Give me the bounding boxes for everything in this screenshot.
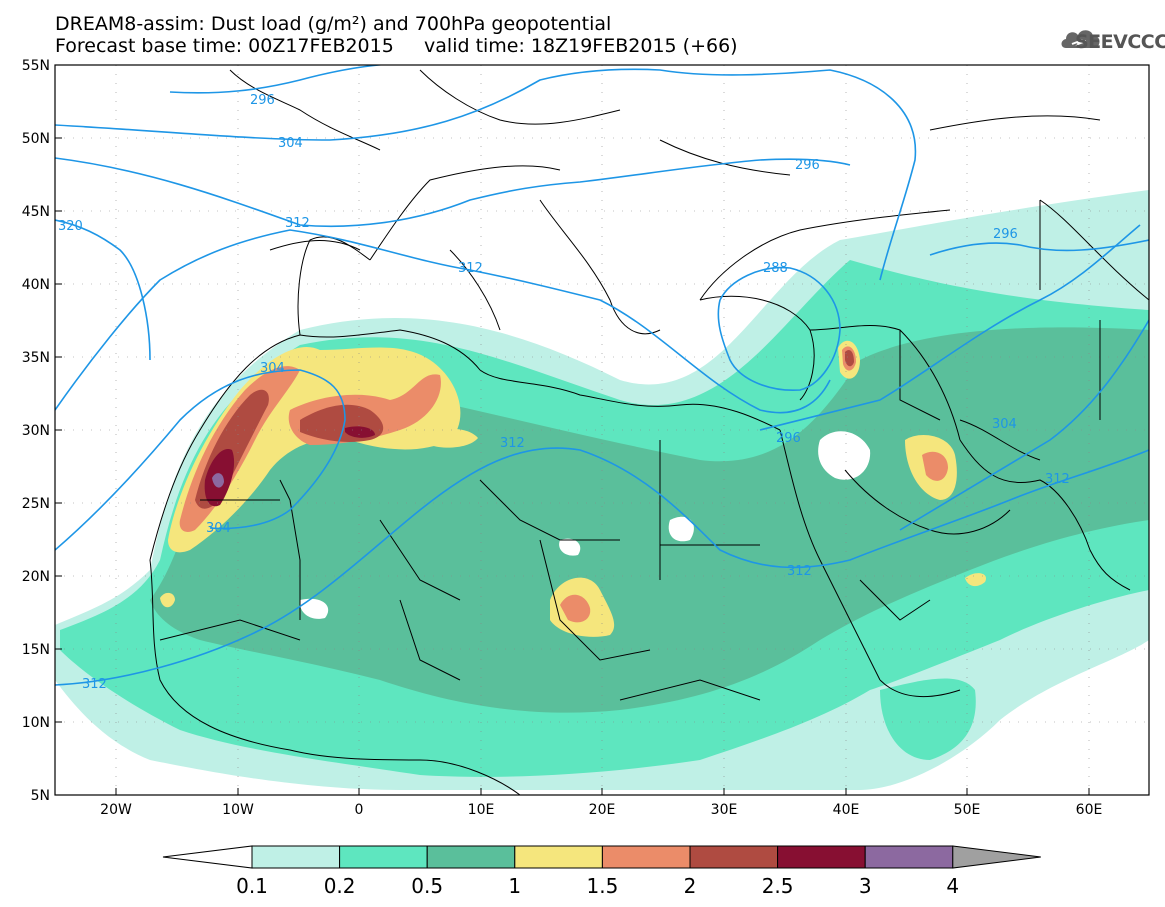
colorbar-tick-label: 0.1 xyxy=(236,874,268,898)
lat-label: 5N xyxy=(31,788,50,804)
lon-label: 60E xyxy=(1076,802,1103,818)
logo-text: SEEVCCC xyxy=(1075,31,1165,53)
lat-label: 30N xyxy=(22,423,50,439)
latitude-labels: 55N 50N 45N 40N 35N 30N 25N 20N 15N 10N … xyxy=(22,58,50,804)
contour-label: 312 xyxy=(285,216,310,231)
lon-label: 20W xyxy=(100,802,132,818)
colorbar-tick-label: 0.5 xyxy=(411,874,443,898)
lat-label: 10N xyxy=(22,715,50,731)
contour-label: 304 xyxy=(260,361,285,376)
lat-label: 25N xyxy=(22,496,50,512)
longitude-labels: 20W 10W 0 10E 20E 30E 40E 50E 60E xyxy=(100,802,1102,818)
colorbar-tick-label: 2 xyxy=(684,874,697,898)
lat-label: 45N xyxy=(22,204,50,220)
cloud-logo-icon xyxy=(1061,30,1100,48)
colorbar-swatch xyxy=(251,845,341,869)
colorbar-low-arrow xyxy=(162,845,253,869)
contour-label: 304 xyxy=(206,521,231,536)
colorbar-swatch xyxy=(689,845,779,869)
contour-label: 304 xyxy=(992,417,1017,432)
lon-label: 20E xyxy=(589,802,616,818)
contour-label: 320 xyxy=(58,219,83,234)
contour-label: 296 xyxy=(795,158,820,173)
colorbar-high-arrow xyxy=(952,845,1041,869)
contour-label: 304 xyxy=(278,136,303,151)
contour-label: 288 xyxy=(763,261,788,276)
lat-label: 40N xyxy=(22,277,50,293)
lat-label: 20N xyxy=(22,569,50,585)
colorbar-tick-label: 3 xyxy=(859,874,872,898)
contour-label: 296 xyxy=(250,93,275,108)
map-title: DREAM8-assim: Dust load (g/m²) and 700hP… xyxy=(55,13,612,35)
lat-label: 15N xyxy=(22,642,50,658)
colorbar-swatch xyxy=(777,845,866,869)
contour-labels: 296 304 312 320 312 312 304 304 296 288 … xyxy=(58,93,1070,692)
lat-label: 55N xyxy=(22,58,50,74)
colorbar-tick-label: 0.2 xyxy=(324,874,356,898)
colorbar-swatch xyxy=(339,845,428,869)
colorbar xyxy=(162,845,1041,869)
colorbar-tick-label: 4 xyxy=(946,874,959,898)
dust-load-field xyxy=(55,190,1149,790)
contour-label: 312 xyxy=(1045,472,1070,487)
colorbar-tick-label: 2.5 xyxy=(762,874,794,898)
contour-label: 296 xyxy=(993,227,1018,242)
contour-label: 296 xyxy=(776,431,801,446)
lon-label: 40E xyxy=(833,802,860,818)
colorbar-swatch xyxy=(864,845,954,869)
lat-label: 35N xyxy=(22,350,50,366)
colorbar-swatch xyxy=(426,845,516,869)
lon-label: 0 xyxy=(355,802,364,818)
lon-label: 30E xyxy=(711,802,738,818)
coastlines xyxy=(149,69,1149,795)
axis-ticks xyxy=(55,64,1090,795)
contour-label: 312 xyxy=(787,564,812,579)
geopotential-contours xyxy=(55,65,1149,686)
contour-label: 312 xyxy=(458,261,483,276)
contour-label: 312 xyxy=(500,436,525,451)
forecast-time-subtitle: Forecast base time: 00Z17FEB2015 valid t… xyxy=(55,35,738,57)
lon-label: 50E xyxy=(954,802,981,818)
contour-label: 312 xyxy=(82,677,107,692)
lon-label: 10W xyxy=(222,802,254,818)
colorbar-tick-label: 1.5 xyxy=(586,874,618,898)
colorbar-swatch xyxy=(514,845,603,869)
lon-label: 10E xyxy=(468,802,495,818)
colorbar-tick-label: 1 xyxy=(508,874,521,898)
colorbar-swatch xyxy=(601,845,691,869)
colorbar-labels: 0.1 0.2 0.5 1 1.5 2 2.5 3 4 xyxy=(236,874,959,898)
lat-label: 50N xyxy=(22,131,50,147)
